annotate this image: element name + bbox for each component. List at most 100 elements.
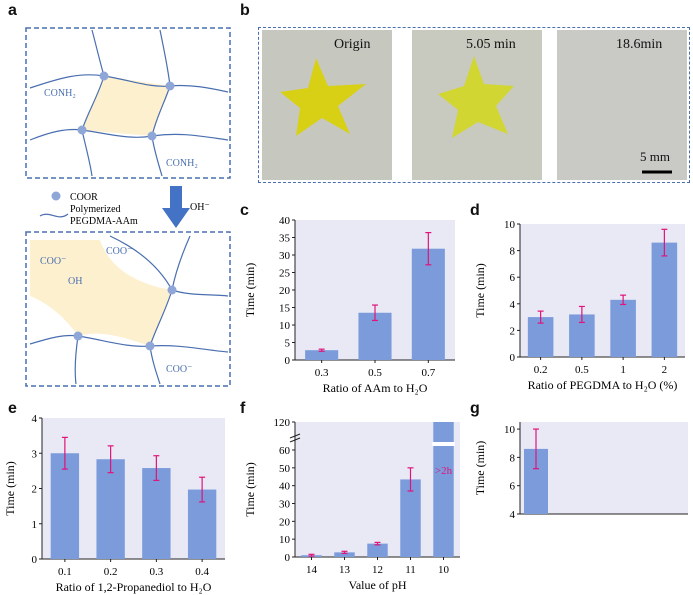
y-tick-label-c: 10: [279, 320, 291, 332]
bar-c: [411, 248, 445, 360]
y-axis-label-g: Time (min): [473, 441, 487, 496]
x-axis-label-e: Ratio of 1,2-Propanediol to H₂O: [56, 580, 212, 594]
coo-label-3: COO⁻: [166, 364, 192, 375]
star-origin: [280, 58, 366, 136]
panel-label-a: a: [8, 2, 17, 19]
reaction-arrow-head: [162, 208, 190, 228]
y-tick-label-c: 15: [279, 303, 291, 315]
conh2-top-label: CONH₂: [44, 88, 76, 99]
coo-label-1: COO⁻: [40, 256, 66, 267]
chart-e: 0 1 2 3 4 0.1 0.2 0.3 0.4 Ratio of 1,2-Propanedio…: [3, 413, 225, 594]
nodes-top: [77, 71, 175, 141]
legend-dot-icon: [51, 191, 61, 201]
y-tick-label-c: 0: [285, 355, 291, 367]
legend-line-label-2: PEGDMA-AAm: [70, 216, 138, 227]
y-tick-label-c: 40: [279, 215, 291, 227]
bar-e: [142, 468, 171, 559]
reaction-arrow-shaft: [170, 186, 182, 208]
conh2-right-label: CONH₂: [166, 158, 198, 169]
star-5min: [438, 56, 514, 138]
panel-label-c: c: [240, 202, 249, 219]
schematic-top-frame: [25, 27, 231, 179]
x-axis-label-d: Ratio of PEGDMA to H₂O (%): [528, 378, 678, 392]
bar-f: [400, 479, 421, 557]
panel-label-b: b: [240, 2, 250, 19]
y-tick-label-d: 2: [510, 325, 516, 337]
photo-label-origin: Origin: [334, 37, 371, 52]
y-tick-label-f: 120: [274, 417, 291, 429]
y-axis-label-f: Time (min): [243, 462, 257, 517]
reaction-arrow-label: OH⁻: [190, 202, 210, 213]
y-tick-label-c: 20: [279, 285, 291, 297]
y-tick-label-d: 10: [504, 219, 516, 231]
x-tick-label-f: 12: [372, 564, 383, 576]
oh-label: OH: [68, 276, 82, 287]
pore-bottom: [30, 240, 172, 346]
y-tick-label-d: 0: [510, 352, 516, 364]
legend-dot-label: COOR: [70, 192, 98, 203]
y-tick-label-c: 30: [279, 250, 291, 262]
photo-label-18min: 18.6min: [616, 37, 663, 52]
axis-break-mark: [289, 433, 301, 439]
x-tick-label-f: 14: [306, 564, 318, 576]
bar-d: [527, 317, 554, 357]
x-tick-label-c: 0.3: [315, 367, 329, 379]
photo-panel-frame: [258, 27, 690, 183]
legend-line-label-1: Polymerized: [70, 204, 121, 215]
schematic-panel: CONH₂ CONH₂ COOR Polymerized PEGDMA-AAm …: [25, 27, 231, 387]
x-tick-label-c: 0.7: [421, 367, 435, 379]
chart-d: 0 2 4 6 8 10 0.2 0.5 1 2 Ratio of PEGDMA to H₂O (%…: [473, 219, 685, 392]
y-axis-label-e: Time (min): [3, 461, 17, 516]
x-axis-label-f: Value of pH: [349, 578, 407, 592]
bar-d: [651, 242, 678, 357]
x-tick-label-c: 0.5: [368, 367, 382, 379]
chart-c: 0 5 10 15 20 25 30 35 40 0.3 0.5 0.7 Ratio of AAm to…: [243, 215, 455, 395]
x-tick-label-f: 10: [438, 564, 450, 576]
y-tick-label-g: 4: [510, 509, 516, 521]
y-tick-label-g: 6: [510, 481, 516, 493]
y-tick-label-f: 10: [279, 534, 291, 546]
bar-note: >2h: [435, 465, 453, 477]
panel-label-g: g: [470, 400, 480, 417]
bar-f: [367, 543, 388, 557]
bar-d: [610, 299, 636, 357]
bar-f: [334, 552, 355, 557]
y-tick-label-f: 60: [279, 445, 291, 457]
y-axis-label-c: Time (min): [243, 263, 257, 318]
x-tick-label-e: 0.4: [195, 566, 209, 578]
x-axis-label-c: Ratio of AAm to H₂O: [323, 381, 428, 395]
y-tick-label-e: 2: [32, 484, 38, 496]
y-tick-label-d: 6: [510, 272, 516, 284]
y-tick-label-f: 20: [279, 516, 291, 528]
chart-g: 4 6 8 10 Time (min): [473, 422, 688, 521]
chart-f: 0 10 20 30 40 50 60 120 14 13 12 11 >2h 10 Value of pH…: [243, 417, 460, 592]
y-tick-label-e: 1: [32, 519, 38, 531]
panel-label-f: f: [240, 400, 246, 417]
bar-break-gap: [432, 442, 455, 446]
axis-break-mark: [289, 437, 301, 443]
photo-panel: [262, 30, 687, 180]
fibers-top: [29, 29, 229, 177]
y-tick-label-f: 50: [279, 463, 291, 475]
schematic-bottom-frame: [25, 231, 231, 387]
coo-label-2: COO⁻: [106, 246, 132, 257]
bar-c: [305, 350, 339, 360]
y-tick-label-e: 0: [32, 554, 38, 566]
y-tick-label-d: 8: [510, 246, 516, 258]
y-tick-label-f: 40: [279, 481, 291, 493]
bar-f: [433, 422, 454, 557]
panel-label-d: d: [470, 202, 480, 219]
x-tick-label-f: 13: [339, 564, 351, 576]
x-tick-label-e: 0.3: [150, 566, 164, 578]
panel-label-e: e: [8, 400, 17, 417]
y-tick-label-c: 5: [285, 338, 291, 350]
y-tick-label-f: 0: [285, 552, 291, 564]
legend-line-icon: [39, 213, 69, 218]
y-axis-label-d: Time (min): [473, 263, 487, 318]
x-tick-label-d: 0.5: [575, 364, 589, 376]
nodes-bottom: [73, 285, 177, 351]
y-tick-label-c: 35: [279, 233, 291, 245]
x-tick-label-d: 0.2: [534, 364, 548, 376]
y-tick-label-e: 3: [32, 448, 38, 460]
y-tick-label-g: 8: [510, 452, 516, 464]
